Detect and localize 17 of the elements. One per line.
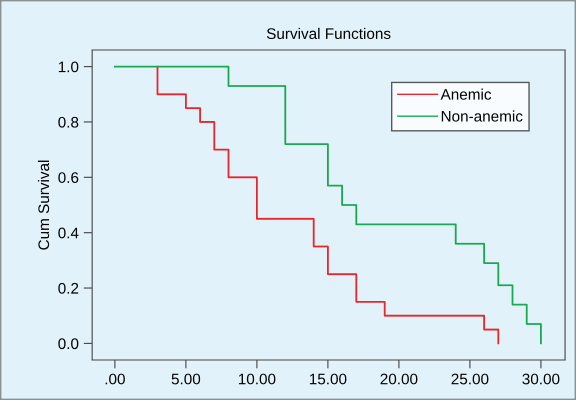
y-tick-label: 1.0 — [58, 61, 78, 72]
x-tick-label: 15.00 — [310, 374, 346, 384]
x-tick-label: 25.00 — [452, 374, 488, 384]
y-tick-label: 0.2 — [58, 282, 78, 294]
y-tick-label: 0.8 — [58, 116, 78, 128]
x-tick-label: 5.00 — [172, 374, 200, 384]
legend-label: Anemic — [440, 88, 492, 100]
x-tick-label: 20.00 — [380, 374, 418, 384]
x-tick-label: 30.00 — [522, 374, 560, 384]
legend-label: Non-anemic — [442, 110, 523, 122]
y-axis-title: Cum Survival — [38, 160, 50, 250]
y-tick-label: 0.0 — [58, 338, 78, 350]
y-tick-label: 0.6 — [58, 172, 78, 184]
x-tick-label: .00 — [106, 374, 125, 384]
y-tick-label: 0.4 — [58, 228, 79, 238]
chart-title: Survival Functions — [266, 28, 390, 40]
x-tick-label: 10.00 — [238, 374, 276, 384]
